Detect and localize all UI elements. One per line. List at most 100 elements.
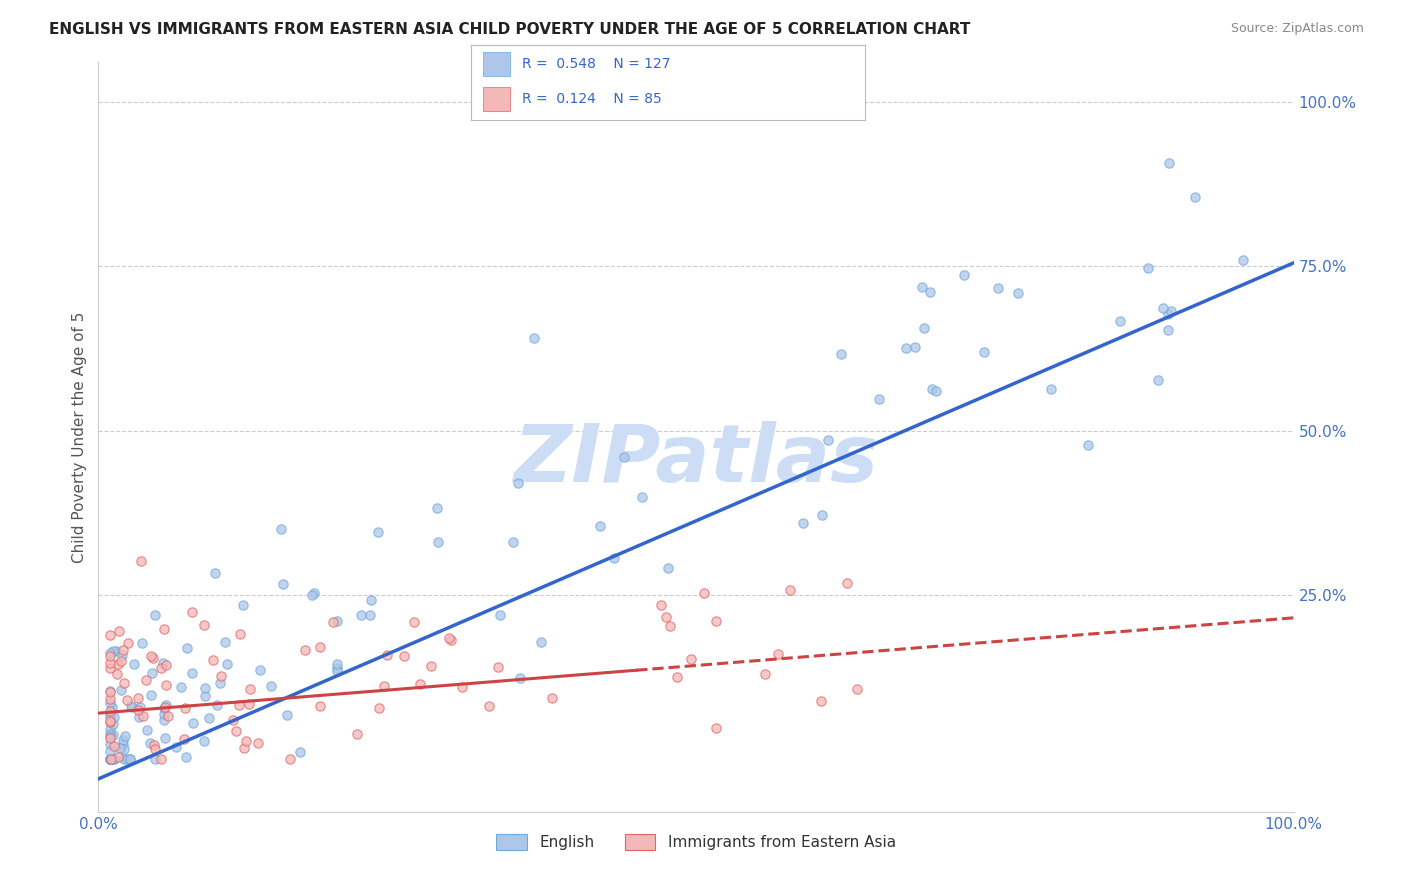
Point — [830, 347, 852, 361]
Point — [439, 632, 461, 646]
Point — [180, 605, 202, 619]
Point — [143, 608, 166, 623]
Point — [117, 636, 139, 650]
Point — [149, 752, 172, 766]
Point — [153, 700, 176, 714]
Point — [98, 752, 122, 766]
Point — [509, 671, 531, 685]
Point — [1156, 307, 1178, 321]
Y-axis label: Child Poverty Under the Age of 5: Child Poverty Under the Age of 5 — [72, 311, 87, 563]
Point — [121, 700, 143, 714]
Point — [98, 696, 122, 710]
Point — [1184, 190, 1206, 204]
Point — [506, 476, 529, 491]
Point — [176, 640, 198, 655]
Point — [846, 681, 869, 696]
Point — [486, 660, 509, 674]
Point — [650, 598, 672, 612]
Point — [155, 698, 177, 712]
Point — [603, 550, 626, 565]
Point — [326, 664, 349, 678]
Text: ZIPatlas: ZIPatlas — [513, 420, 879, 499]
Point — [120, 752, 142, 766]
Point — [139, 736, 162, 750]
Point — [225, 723, 247, 738]
Point — [868, 392, 890, 406]
Point — [326, 614, 349, 628]
Point — [103, 752, 125, 766]
Point — [135, 673, 157, 687]
Point — [420, 658, 443, 673]
Point — [110, 682, 132, 697]
Point — [278, 752, 301, 766]
Point — [987, 281, 1010, 295]
Point — [193, 618, 215, 632]
Point — [973, 344, 995, 359]
Point — [655, 609, 678, 624]
Point — [165, 740, 187, 755]
Point — [249, 663, 271, 677]
Point — [111, 648, 134, 663]
Point — [308, 640, 330, 654]
Point — [613, 450, 636, 464]
Point — [346, 727, 368, 741]
Point — [657, 561, 679, 575]
Point — [112, 733, 135, 747]
Point — [142, 650, 165, 665]
Point — [107, 657, 129, 671]
Point — [157, 709, 180, 723]
Point — [530, 635, 553, 649]
Point — [101, 716, 124, 731]
Point — [1156, 323, 1178, 337]
Legend: English, Immigrants from Eastern Asia: English, Immigrants from Eastern Asia — [491, 829, 901, 856]
Point — [440, 632, 463, 647]
Point — [107, 666, 129, 681]
Point — [925, 384, 948, 398]
Point — [631, 490, 654, 504]
Point — [129, 554, 152, 568]
Point — [233, 741, 256, 756]
Point — [120, 699, 142, 714]
Point — [145, 741, 167, 756]
Point — [100, 752, 122, 766]
Point — [276, 708, 298, 723]
Point — [152, 700, 174, 714]
Point — [149, 660, 172, 674]
Point — [139, 648, 162, 663]
Point — [98, 648, 122, 663]
Point — [98, 704, 122, 718]
Point — [104, 644, 127, 658]
Point — [522, 331, 544, 345]
Point — [817, 433, 839, 447]
Point — [98, 710, 122, 724]
Point — [114, 741, 136, 756]
Point — [215, 657, 238, 671]
Point — [921, 382, 943, 396]
Point — [112, 675, 135, 690]
Point — [101, 644, 124, 658]
Point — [98, 661, 122, 675]
Point — [127, 703, 149, 717]
Point — [367, 701, 389, 715]
Point — [322, 615, 344, 629]
Point — [270, 523, 292, 537]
Point — [228, 698, 250, 712]
Point — [107, 750, 129, 764]
Point — [205, 698, 228, 712]
Point — [173, 732, 195, 747]
Point — [98, 731, 122, 746]
Point — [360, 593, 382, 607]
Point — [152, 622, 174, 636]
Point — [98, 708, 122, 723]
Point — [98, 729, 122, 743]
Point — [117, 692, 139, 706]
Point — [658, 619, 681, 633]
Point — [114, 752, 136, 766]
Point — [136, 723, 159, 738]
Point — [176, 749, 198, 764]
Point — [304, 586, 326, 600]
Point — [98, 737, 122, 751]
Point — [1136, 261, 1159, 276]
Point — [704, 721, 727, 735]
Point — [375, 648, 398, 662]
